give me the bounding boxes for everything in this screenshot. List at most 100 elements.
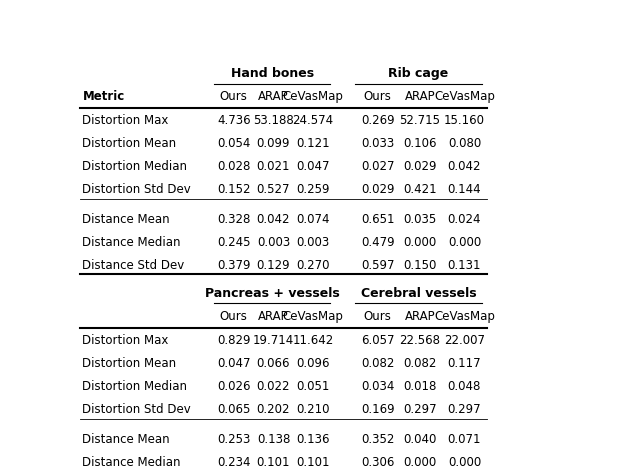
Text: 0.042: 0.042 (257, 213, 290, 226)
Text: 24.574: 24.574 (292, 114, 333, 127)
Text: 0.144: 0.144 (447, 183, 481, 196)
Text: 15.160: 15.160 (444, 114, 485, 127)
Text: 0.029: 0.029 (403, 160, 436, 173)
Text: 0.150: 0.150 (403, 259, 436, 272)
Text: 0.352: 0.352 (361, 433, 394, 446)
Text: 19.714: 19.714 (253, 334, 294, 347)
Text: Ours: Ours (364, 310, 392, 323)
Text: ARAP: ARAP (258, 91, 289, 103)
Text: 0.065: 0.065 (217, 403, 250, 416)
Text: 52.715: 52.715 (399, 114, 440, 127)
Text: Cerebral vessels: Cerebral vessels (361, 287, 476, 301)
Text: 0.106: 0.106 (403, 137, 436, 150)
Text: 0.042: 0.042 (447, 160, 481, 173)
Text: 0.131: 0.131 (447, 259, 481, 272)
Text: ARAP: ARAP (258, 310, 289, 323)
Text: 0.080: 0.080 (448, 137, 481, 150)
Text: 0.245: 0.245 (217, 236, 250, 248)
Text: 0.051: 0.051 (296, 380, 330, 393)
Text: 0.026: 0.026 (217, 380, 250, 393)
Text: Distortion Median: Distortion Median (83, 380, 188, 393)
Text: 0.071: 0.071 (447, 433, 481, 446)
Text: Distortion Mean: Distortion Mean (83, 137, 177, 150)
Text: 0.129: 0.129 (257, 259, 291, 272)
Text: 0.099: 0.099 (257, 137, 290, 150)
Text: 0.022: 0.022 (257, 380, 290, 393)
Text: 0.029: 0.029 (361, 183, 394, 196)
Text: Metric: Metric (83, 91, 125, 103)
Text: 53.188: 53.188 (253, 114, 294, 127)
Text: 0.597: 0.597 (361, 259, 394, 272)
Text: 0.047: 0.047 (296, 160, 330, 173)
Text: CeVasMap: CeVasMap (434, 91, 495, 103)
Text: 0.048: 0.048 (448, 380, 481, 393)
Text: 6.057: 6.057 (361, 334, 394, 347)
Text: 0.000: 0.000 (403, 236, 436, 248)
Text: CeVasMap: CeVasMap (283, 310, 344, 323)
Text: 0.117: 0.117 (447, 357, 481, 370)
Text: Distortion Max: Distortion Max (83, 114, 169, 127)
Text: 0.421: 0.421 (403, 183, 436, 196)
Text: 0.047: 0.047 (217, 357, 250, 370)
Text: Distance Mean: Distance Mean (83, 433, 170, 446)
Text: 0.024: 0.024 (447, 213, 481, 226)
Text: 0.234: 0.234 (217, 456, 250, 469)
Text: Distance Median: Distance Median (83, 456, 181, 469)
Text: 0.003: 0.003 (296, 236, 330, 248)
Text: 0.074: 0.074 (296, 213, 330, 226)
Text: 0.028: 0.028 (217, 160, 250, 173)
Text: Distance Mean: Distance Mean (83, 213, 170, 226)
Text: 11.642: 11.642 (292, 334, 333, 347)
Text: 0.082: 0.082 (403, 357, 436, 370)
Text: 0.096: 0.096 (296, 357, 330, 370)
Text: Ours: Ours (220, 91, 248, 103)
Text: 0.000: 0.000 (448, 456, 481, 469)
Text: 0.121: 0.121 (296, 137, 330, 150)
Text: Distance Median: Distance Median (83, 236, 181, 248)
Text: Ours: Ours (364, 91, 392, 103)
Text: 0.269: 0.269 (361, 114, 394, 127)
Text: 0.169: 0.169 (361, 403, 394, 416)
Text: 0.003: 0.003 (257, 236, 290, 248)
Text: Rib cage: Rib cage (388, 67, 449, 81)
Text: Distortion Std Dev: Distortion Std Dev (83, 183, 191, 196)
Text: 0.297: 0.297 (403, 403, 436, 416)
Text: Distortion Median: Distortion Median (83, 160, 188, 173)
Text: 0.054: 0.054 (217, 137, 250, 150)
Text: 0.027: 0.027 (361, 160, 394, 173)
Text: 0.033: 0.033 (361, 137, 394, 150)
Text: 0.253: 0.253 (217, 433, 250, 446)
Text: 4.736: 4.736 (217, 114, 251, 127)
Text: 0.138: 0.138 (257, 433, 290, 446)
Text: ARAP: ARAP (404, 91, 435, 103)
Text: 0.202: 0.202 (257, 403, 290, 416)
Text: 0.101: 0.101 (257, 456, 290, 469)
Text: 0.306: 0.306 (361, 456, 394, 469)
Text: 0.259: 0.259 (296, 183, 330, 196)
Text: Distance Std Dev: Distance Std Dev (83, 259, 185, 272)
Text: 0.210: 0.210 (296, 403, 330, 416)
Text: Distortion Mean: Distortion Mean (83, 357, 177, 370)
Text: 0.328: 0.328 (217, 213, 250, 226)
Text: 0.297: 0.297 (447, 403, 481, 416)
Text: 0.651: 0.651 (361, 213, 394, 226)
Text: 0.527: 0.527 (257, 183, 290, 196)
Text: 0.040: 0.040 (403, 433, 436, 446)
Text: 0.136: 0.136 (296, 433, 330, 446)
Text: Distortion Max: Distortion Max (83, 334, 169, 347)
Text: 0.018: 0.018 (403, 380, 436, 393)
Text: 0.379: 0.379 (217, 259, 250, 272)
Text: 22.568: 22.568 (399, 334, 440, 347)
Text: Ours: Ours (220, 310, 248, 323)
Text: 0.101: 0.101 (296, 456, 330, 469)
Text: 0.034: 0.034 (361, 380, 394, 393)
Text: 0.066: 0.066 (257, 357, 290, 370)
Text: 0.021: 0.021 (257, 160, 290, 173)
Text: CeVasMap: CeVasMap (434, 310, 495, 323)
Text: 22.007: 22.007 (444, 334, 485, 347)
Text: 0.829: 0.829 (217, 334, 250, 347)
Text: 0.035: 0.035 (403, 213, 436, 226)
Text: CeVasMap: CeVasMap (283, 91, 344, 103)
Text: 0.000: 0.000 (403, 456, 436, 469)
Text: Distortion Std Dev: Distortion Std Dev (83, 403, 191, 416)
